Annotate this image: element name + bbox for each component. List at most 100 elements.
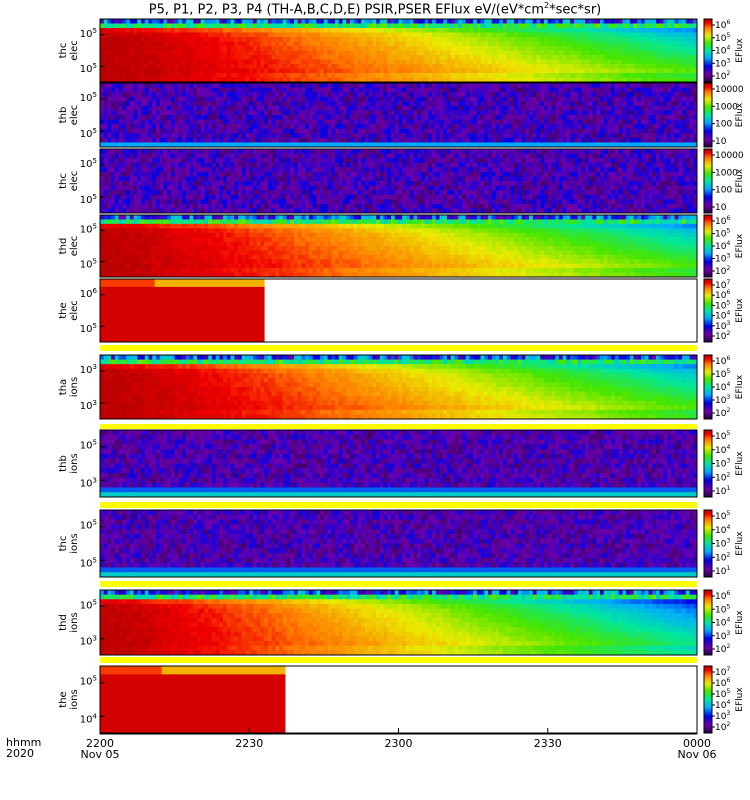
heatmap-cell bbox=[581, 101, 586, 107]
heatmap-cell bbox=[133, 199, 138, 205]
heatmap-cell bbox=[667, 68, 672, 74]
heatmap-cell bbox=[346, 59, 351, 65]
heatmap-cell bbox=[193, 208, 198, 214]
heatmap-cell bbox=[611, 41, 616, 47]
heatmap-cell bbox=[114, 194, 120, 200]
heatmap-cell bbox=[611, 83, 616, 88]
heatmap-cell bbox=[122, 149, 127, 154]
heatmap-cell bbox=[592, 19, 597, 24]
heatmap-cell bbox=[659, 41, 664, 47]
heatmap-cell bbox=[118, 64, 123, 69]
heatmap-cell bbox=[648, 115, 653, 120]
heatmap-cell bbox=[398, 55, 403, 60]
heatmap-cell bbox=[387, 64, 392, 69]
heatmap-cell bbox=[215, 119, 220, 125]
heatmap-cell bbox=[219, 149, 224, 154]
heatmap-cell bbox=[566, 73, 571, 78]
heatmap-cell bbox=[103, 55, 108, 60]
heatmap-cell bbox=[517, 87, 523, 93]
heatmap-cell bbox=[118, 59, 123, 65]
heatmap-cell bbox=[387, 55, 392, 60]
heatmap-cell bbox=[271, 73, 276, 78]
heatmap-cell bbox=[241, 19, 246, 24]
heatmap-cell bbox=[141, 158, 146, 164]
heatmap-cell bbox=[282, 137, 287, 143]
heatmap-cell bbox=[614, 19, 620, 24]
heatmap-cell bbox=[211, 208, 217, 214]
heatmap-cell bbox=[320, 55, 325, 60]
heatmap-cell bbox=[420, 133, 426, 139]
heatmap-cell bbox=[629, 105, 634, 111]
heatmap-cell bbox=[200, 68, 205, 74]
heatmap-cell bbox=[484, 73, 489, 78]
heatmap-cell bbox=[103, 137, 108, 143]
heatmap-cell bbox=[327, 105, 332, 111]
heatmap-cell bbox=[163, 73, 168, 78]
heatmap-cell bbox=[413, 55, 418, 60]
heatmap-cell bbox=[439, 92, 444, 98]
heatmap-cell bbox=[234, 119, 239, 125]
heatmap-cell bbox=[185, 119, 190, 125]
heatmap-cell bbox=[163, 181, 168, 186]
heatmap-cell bbox=[245, 142, 250, 148]
heatmap-cell bbox=[678, 46, 683, 51]
heatmap-cell bbox=[159, 55, 164, 60]
heatmap-cell bbox=[126, 59, 131, 65]
heatmap-cell bbox=[264, 41, 269, 47]
heatmap-cell bbox=[394, 19, 399, 24]
heatmap-cell bbox=[667, 128, 672, 134]
heatmap-cell bbox=[536, 142, 541, 148]
heatmap-cell bbox=[506, 101, 511, 107]
heatmap-cell bbox=[111, 199, 116, 205]
heatmap-cell bbox=[327, 142, 332, 148]
heatmap-cell bbox=[364, 83, 370, 88]
heatmap-cell bbox=[353, 23, 358, 29]
heatmap-cell bbox=[517, 41, 523, 47]
heatmap-cell bbox=[387, 19, 392, 24]
heatmap-cell bbox=[693, 92, 698, 98]
heatmap-cell bbox=[167, 185, 172, 191]
heatmap-cell bbox=[159, 194, 164, 200]
heatmap-cell bbox=[428, 92, 433, 98]
heatmap-cell bbox=[454, 110, 459, 116]
heatmap-cell bbox=[420, 110, 426, 116]
heatmap-cell bbox=[372, 87, 377, 93]
heatmap-cell bbox=[107, 128, 112, 134]
heatmap-cell bbox=[417, 83, 422, 88]
heatmap-cell bbox=[103, 87, 108, 93]
heatmap-cell bbox=[387, 87, 392, 93]
heatmap-cell bbox=[185, 190, 190, 196]
heatmap-cell bbox=[368, 137, 373, 143]
heatmap-cell bbox=[577, 28, 582, 33]
heatmap-cell bbox=[573, 50, 578, 56]
heatmap-cell bbox=[644, 124, 649, 130]
heatmap-cell bbox=[398, 92, 403, 98]
heatmap-cell bbox=[178, 185, 183, 191]
heatmap-cell bbox=[122, 203, 127, 209]
heatmap-cell bbox=[301, 32, 306, 38]
heatmap-cell bbox=[211, 73, 217, 78]
heatmap-cell bbox=[659, 73, 664, 78]
heatmap-cell bbox=[417, 64, 422, 69]
heatmap-cell bbox=[170, 171, 176, 177]
heatmap-cell bbox=[689, 32, 694, 38]
heatmap-cell bbox=[256, 105, 261, 111]
heatmap-cell bbox=[174, 19, 179, 24]
heatmap-cell bbox=[633, 87, 638, 93]
heatmap-cell bbox=[170, 199, 176, 205]
heatmap-cell bbox=[577, 19, 582, 24]
heatmap-cell bbox=[189, 87, 194, 93]
heatmap-cell bbox=[391, 23, 396, 29]
heatmap-cell bbox=[461, 37, 467, 42]
heatmap-cell bbox=[122, 190, 127, 196]
heatmap-cell bbox=[607, 137, 612, 143]
heatmap-cell bbox=[357, 105, 362, 111]
heatmap-cell bbox=[282, 115, 287, 120]
heatmap-cell bbox=[189, 142, 194, 148]
heatmap-cell bbox=[159, 96, 164, 102]
heatmap-cell bbox=[331, 28, 336, 33]
heatmap-cell bbox=[327, 19, 332, 24]
heatmap-cell bbox=[200, 208, 205, 214]
heatmap-cell bbox=[294, 142, 299, 148]
heatmap-cell bbox=[148, 171, 153, 177]
